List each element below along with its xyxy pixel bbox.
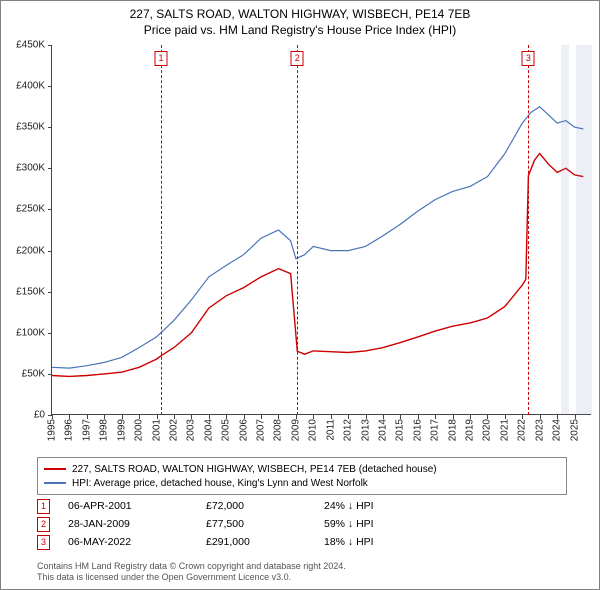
event-marker-icon: 2 (37, 517, 50, 532)
x-axis-tick-label: 2024 (552, 419, 563, 441)
event-price: £77,500 (206, 518, 306, 530)
y-axis-tick-label: £450K (16, 40, 45, 51)
y-axis-tick-label: £250K (16, 204, 45, 215)
plot-region: 1995199619971998199920002001200220032004… (51, 45, 591, 415)
title-address: 227, SALTS ROAD, WALTON HIGHWAY, WISBECH… (1, 7, 599, 23)
event-marker-badge: 1 (155, 51, 168, 66)
forecast-shade (561, 45, 570, 415)
x-axis-tick-label: 2015 (395, 419, 406, 441)
x-axis-tick-label: 1999 (116, 419, 127, 441)
event-marker-line (161, 45, 162, 415)
legend-swatch-hpi (44, 482, 66, 484)
x-axis-tick-label: 2013 (360, 419, 371, 441)
chart-container: 227, SALTS ROAD, WALTON HIGHWAY, WISBECH… (0, 0, 600, 590)
y-axis-tick-label: £300K (16, 163, 45, 174)
x-axis-tick-label: 2004 (203, 419, 214, 441)
x-axis-tick-label: 2009 (290, 419, 301, 441)
x-axis-tick-label: 2021 (499, 419, 510, 441)
x-axis-tick-label: 2014 (377, 419, 388, 441)
legend-item: HPI: Average price, detached house, King… (44, 476, 560, 490)
legend-label: 227, SALTS ROAD, WALTON HIGHWAY, WISBECH… (72, 464, 437, 475)
x-axis-tick-label: 2017 (430, 419, 441, 441)
y-axis-tick-label: £350K (16, 122, 45, 133)
x-axis-tick-label: 2005 (221, 419, 232, 441)
y-axis-tick-label: £150K (16, 286, 45, 297)
x-axis-tick-label: 2007 (256, 419, 267, 441)
footer-attribution: Contains HM Land Registry data © Crown c… (37, 561, 346, 584)
x-axis-tick-label: 2016 (412, 419, 423, 441)
y-axis-tick-label: £200K (16, 245, 45, 256)
event-pct-vs-hpi: 59% ↓ HPI (324, 518, 444, 530)
event-date: 06-APR-2001 (68, 500, 188, 512)
forecast-shade (576, 45, 592, 415)
event-row: 1 06-APR-2001 £72,000 24% ↓ HPI (37, 497, 444, 515)
event-row: 3 06-MAY-2022 £291,000 18% ↓ HPI (37, 533, 444, 551)
x-axis-tick-label: 2019 (465, 419, 476, 441)
x-axis-tick-label: 2003 (186, 419, 197, 441)
event-price: £291,000 (206, 536, 306, 548)
x-axis-tick-label: 1996 (64, 419, 75, 441)
series-line-property (52, 154, 583, 377)
x-axis-tick-label: 2000 (134, 419, 145, 441)
events-table: 1 06-APR-2001 £72,000 24% ↓ HPI 2 28-JAN… (37, 497, 444, 551)
footer-line: Contains HM Land Registry data © Crown c… (37, 561, 346, 572)
event-marker-line (297, 45, 298, 415)
x-axis-tick-label: 1997 (81, 419, 92, 441)
event-marker-icon: 3 (37, 535, 50, 550)
title-subtitle: Price paid vs. HM Land Registry's House … (1, 23, 599, 39)
x-axis-tick-label: 2012 (343, 419, 354, 441)
x-axis-tick-label: 2025 (569, 419, 580, 441)
x-axis-tick-label: 2006 (238, 419, 249, 441)
legend-item: 227, SALTS ROAD, WALTON HIGHWAY, WISBECH… (44, 462, 560, 476)
y-axis-tick-label: £50K (22, 368, 45, 379)
event-row: 2 28-JAN-2009 £77,500 59% ↓ HPI (37, 515, 444, 533)
event-marker-line (528, 45, 529, 415)
x-axis-tick-label: 2022 (517, 419, 528, 441)
x-axis-tick-label: 1995 (47, 419, 58, 441)
event-marker-badge: 2 (291, 51, 304, 66)
y-axis-tick-label: £0 (34, 410, 45, 421)
x-axis-tick-label: 2018 (447, 419, 458, 441)
y-axis-tick-label: £100K (16, 327, 45, 338)
x-axis-tick-label: 2010 (308, 419, 319, 441)
series-line-hpi (52, 107, 583, 368)
y-axis-tick-label: £400K (16, 81, 45, 92)
event-pct-vs-hpi: 24% ↓ HPI (324, 500, 444, 512)
x-axis-tick-label: 2011 (325, 419, 336, 441)
legend-swatch-property (44, 468, 66, 470)
legend-box: 227, SALTS ROAD, WALTON HIGHWAY, WISBECH… (37, 457, 567, 495)
event-marker-badge: 3 (522, 51, 535, 66)
title-block: 227, SALTS ROAD, WALTON HIGHWAY, WISBECH… (1, 1, 599, 38)
event-date: 28-JAN-2009 (68, 518, 188, 530)
event-marker-icon: 1 (37, 499, 50, 514)
x-axis-tick-label: 2002 (168, 419, 179, 441)
legend-label: HPI: Average price, detached house, King… (72, 478, 368, 489)
x-axis-tick-label: 1998 (99, 419, 110, 441)
event-price: £72,000 (206, 500, 306, 512)
event-date: 06-MAY-2022 (68, 536, 188, 548)
x-axis-tick-label: 2008 (273, 419, 284, 441)
x-axis-tick-label: 2020 (482, 419, 493, 441)
x-axis-tick-label: 2001 (151, 419, 162, 441)
plot-svg (52, 45, 592, 415)
x-axis-tick-label: 2023 (534, 419, 545, 441)
chart-area: 1995199619971998199920002001200220032004… (51, 45, 591, 415)
footer-line: This data is licensed under the Open Gov… (37, 572, 346, 583)
event-pct-vs-hpi: 18% ↓ HPI (324, 536, 444, 548)
